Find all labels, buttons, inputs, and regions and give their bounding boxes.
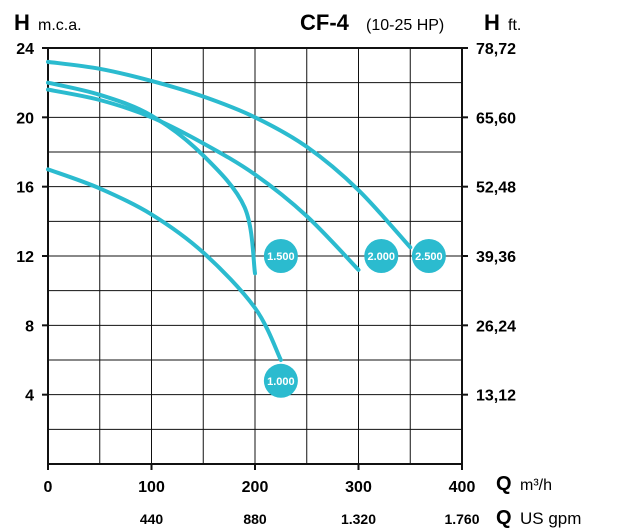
- x2-axis-symbol: Q: [496, 507, 512, 529]
- curve-1.500: [46, 80, 257, 276]
- power-range: (10-25 HP): [366, 17, 444, 34]
- curve-label-text: 2.000: [368, 251, 396, 263]
- y-tick-label: 8: [25, 318, 34, 335]
- model-title: CF-4: [300, 10, 350, 35]
- performance-curves: [46, 59, 413, 362]
- curve-label-badge: [263, 363, 298, 398]
- x2-tick-label: 1.320: [341, 511, 376, 527]
- curve-label-text: 1.500: [267, 251, 295, 263]
- right-axis-symbol: H: [484, 10, 500, 35]
- x-axis-symbol: Q: [496, 473, 512, 495]
- x2-axis-unit-usgpm: US gpm: [520, 509, 581, 528]
- y2-tick-label: 13,12: [476, 388, 516, 405]
- y2-tick-label: 39,36: [476, 249, 516, 266]
- curve-label-text: 1.000: [267, 376, 295, 388]
- x-tick-label: 300: [345, 479, 372, 496]
- y2-tick-label: 26,24: [476, 318, 516, 335]
- left-axis-symbol: H: [14, 10, 30, 35]
- y2-tick-label: 52,48: [476, 180, 516, 197]
- x-tick-label: 200: [242, 479, 269, 496]
- y-tick-label: 16: [16, 180, 34, 197]
- left-axis-unit: m.c.a.: [38, 17, 82, 34]
- curve-label-badge: [263, 239, 298, 273]
- x2-tick-label: 1.760: [444, 511, 479, 527]
- y-tick-label: 12: [16, 249, 34, 266]
- curve-2.500: [46, 59, 413, 250]
- y-tick-label: 24: [16, 41, 34, 58]
- x-axis-unit-m3h: m³/h: [520, 477, 552, 494]
- curve-label-badge: [364, 239, 399, 273]
- curve-label-text: 2.500: [415, 251, 443, 263]
- curve-labels: 1.000 1.500 2.000 2.500: [263, 239, 446, 398]
- curve-1.000: [46, 167, 283, 362]
- curve-label-badge: [411, 239, 446, 273]
- right-axis-unit: ft.: [508, 17, 521, 34]
- x2-tick-label: 440: [140, 511, 164, 527]
- x-tick-label: 100: [138, 479, 165, 496]
- y2-tick-label: 78,72: [476, 41, 516, 58]
- y-tick-label: 4: [25, 388, 34, 405]
- x2-tick-label: 880: [243, 511, 267, 527]
- axis-ticks: 4 8 12 16 20 24 13,12 26,24 39,36 52,48 65,60 78,72…: [16, 41, 516, 527]
- curve-2.000: [46, 87, 361, 272]
- y2-tick-label: 65,60: [476, 110, 516, 127]
- x-tick-label: 400: [449, 479, 476, 496]
- x-tick-label: 0: [44, 479, 53, 496]
- y-tick-label: 20: [16, 110, 34, 127]
